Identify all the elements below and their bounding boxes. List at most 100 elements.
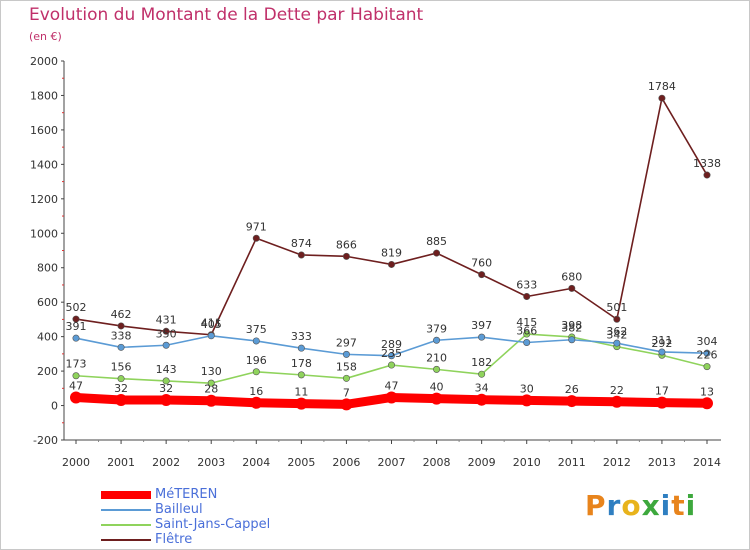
- x-tick-label: 2002: [152, 456, 180, 469]
- logo-letter: o: [621, 489, 642, 522]
- data-point: [478, 271, 486, 279]
- legend: MéTEREN Bailleul Saint-Jans-Cappel Flêtre: [101, 487, 270, 547]
- data-label: 26: [565, 383, 579, 396]
- data-point: [297, 371, 305, 379]
- data-label: 366: [516, 324, 537, 337]
- legend-swatch: [101, 538, 151, 541]
- data-label: 411: [201, 317, 222, 330]
- data-label: 1784: [648, 80, 676, 93]
- data-point: [523, 338, 531, 346]
- data-point: [162, 377, 170, 385]
- series-lines: [70, 94, 713, 411]
- data-point: [117, 322, 125, 330]
- data-label: 11: [294, 386, 308, 399]
- x-tick-label: 2014: [693, 456, 721, 469]
- data-label: 379: [426, 322, 447, 335]
- data-label: 304: [697, 335, 718, 348]
- data-label: 196: [246, 354, 267, 367]
- data-point: [387, 352, 395, 360]
- data-point: [701, 397, 713, 410]
- data-point: [655, 396, 668, 409]
- proxiti-logo: Proxiti: [585, 489, 696, 522]
- data-point: [433, 249, 441, 257]
- data-label: 680: [561, 270, 582, 283]
- data-label: 32: [114, 382, 128, 395]
- data-point: [160, 394, 173, 407]
- data-label: 130: [201, 365, 222, 378]
- data-point: [252, 234, 260, 242]
- data-label: 415: [516, 316, 537, 329]
- data-point: [433, 365, 441, 373]
- logo-letter: i: [660, 489, 672, 522]
- data-labels: 47 32 32 28 16 11 7 47 40 34 30 26 22 17 13 391 338 350 40…: [66, 80, 722, 399]
- data-label: 34: [475, 382, 489, 395]
- data-label: 28: [204, 383, 218, 396]
- data-point: [703, 363, 711, 371]
- data-point: [207, 332, 215, 340]
- data-label: 178: [291, 357, 312, 370]
- x-tick-label: 2001: [107, 456, 135, 469]
- data-label: 30: [520, 382, 534, 395]
- x-tick-label: 2000: [62, 456, 90, 469]
- legend-label: Saint-Jans-Cappel: [155, 517, 271, 532]
- data-label: 289: [381, 338, 402, 351]
- data-label: 760: [471, 257, 492, 270]
- data-label: 971: [246, 220, 267, 233]
- data-label: 338: [111, 329, 132, 342]
- data-point: [117, 375, 125, 383]
- data-label: 158: [336, 360, 357, 373]
- data-label: 13: [700, 385, 714, 398]
- y-tick-label: 2000: [30, 55, 58, 68]
- data-label: 16: [249, 385, 263, 398]
- data-point: [297, 344, 305, 352]
- data-label: 32: [159, 382, 173, 395]
- data-label: 17: [655, 385, 669, 398]
- data-point: [610, 395, 623, 408]
- y-tick-label: 400: [37, 331, 58, 344]
- data-label: 350: [156, 327, 177, 340]
- data-label: 362: [606, 325, 627, 338]
- logo-letter: x: [641, 489, 661, 522]
- data-point: [205, 394, 218, 407]
- data-point: [117, 343, 125, 351]
- data-point: [523, 330, 531, 338]
- data-label: 235: [381, 347, 402, 360]
- data-point: [565, 395, 578, 408]
- logo-letter: i: [685, 489, 697, 522]
- data-point: [658, 348, 666, 356]
- data-label: 391: [66, 320, 87, 333]
- data-label: 226: [697, 349, 718, 362]
- data-point: [250, 396, 263, 409]
- logo-letter: P: [585, 489, 607, 522]
- y-tick-label: 1400: [30, 158, 58, 171]
- y-tick-label: 1000: [30, 227, 58, 240]
- legend-label: Flêtre: [155, 532, 193, 547]
- y-tick-label: 200: [37, 365, 58, 378]
- data-point: [658, 94, 666, 102]
- data-label: 382: [561, 322, 582, 335]
- data-point: [252, 368, 260, 376]
- data-label: 22: [610, 384, 624, 397]
- data-point: [520, 394, 533, 407]
- data-label: 333: [291, 330, 312, 343]
- data-point: [342, 252, 350, 260]
- data-point: [297, 251, 305, 259]
- legend-item: Bailleul: [101, 502, 270, 517]
- data-point: [703, 349, 711, 357]
- data-point: [703, 171, 711, 179]
- y-tick-label: 1800: [30, 89, 58, 102]
- axes: -200 0 200 400 600 800 1000 1200 1400 1600 1800 200…: [30, 55, 721, 469]
- data-label: 633: [516, 278, 537, 291]
- data-label: 182: [471, 356, 492, 369]
- chart-title: Evolution du Montant de la Dette par Hab…: [29, 5, 424, 25]
- data-label: 7: [343, 386, 350, 399]
- data-label: 866: [336, 238, 357, 251]
- data-point: [342, 350, 350, 358]
- data-point: [252, 337, 260, 345]
- data-point: [72, 372, 80, 380]
- data-label: 1338: [693, 157, 721, 170]
- x-tick-label: 2003: [197, 456, 225, 469]
- data-point: [162, 341, 170, 349]
- data-label: 173: [66, 358, 87, 371]
- data-point: [387, 361, 395, 369]
